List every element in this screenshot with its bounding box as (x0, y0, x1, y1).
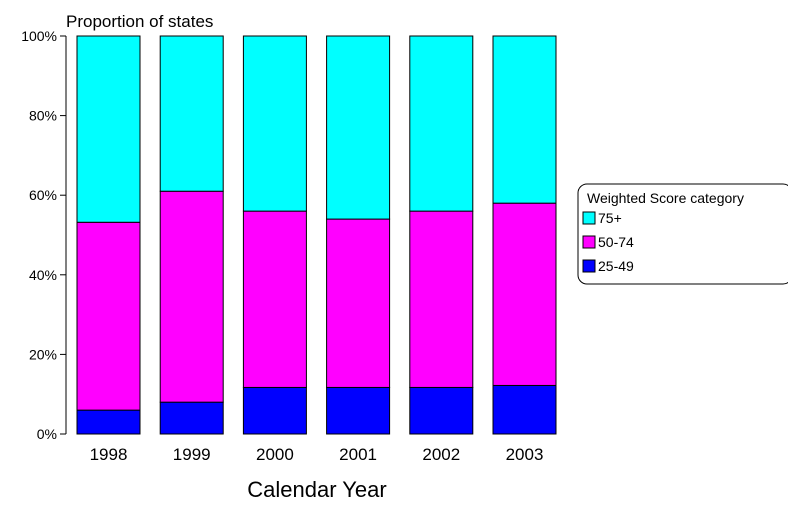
legend-swatch (582, 235, 596, 249)
x-ticks: 1998 1999 2000 2001 2002 2003 (90, 445, 544, 464)
bar-segment-50-74-2003 (492, 202, 557, 386)
bar-segment-50-74-1998 (76, 221, 141, 411)
bar-segment-50-74-2001 (326, 218, 391, 388)
x-axis-label: Calendar Year (247, 477, 386, 501)
legend-frame (577, 183, 788, 285)
bar-segment-50-74-2002 (409, 210, 474, 388)
x-tick-label: 2002 (422, 445, 460, 464)
legend-title: Weighted Score category (587, 190, 744, 206)
chart-title: Proportion of states (66, 12, 213, 31)
bar-segment-25-49-2001 (326, 386, 391, 435)
bar-segment-75+-1999 (159, 35, 224, 192)
legend-label: 25-49 (598, 258, 634, 274)
y-tick-label: 80% (29, 108, 57, 124)
y-tick-label: 60% (29, 187, 57, 203)
bar-segment-25-49-2000 (242, 386, 307, 435)
bar-segment-25-49-2002 (409, 386, 474, 435)
y-ticks: 0% 20% 40% 60% 80% 100% (21, 28, 66, 442)
legend-label: 50-74 (598, 234, 634, 250)
bar-segment-75+-2000 (242, 35, 307, 212)
bars-group (76, 35, 557, 435)
bar-segment-75+-2002 (409, 35, 474, 212)
bar-segment-75+-1998 (76, 35, 141, 223)
legend-label: 75+ (598, 210, 622, 226)
x-tick-label: 2003 (506, 445, 544, 464)
bar-segment-75+-2001 (326, 35, 391, 220)
y-tick-label: 20% (29, 346, 57, 362)
legend-items: 75+ 50-74 25-49 (582, 210, 634, 274)
y-tick-label: 0% (37, 426, 57, 442)
x-tick-label: 2001 (339, 445, 377, 464)
bar-segment-50-74-1999 (159, 190, 224, 403)
bar-segment-75+-2003 (492, 35, 557, 204)
legend-swatch (582, 211, 596, 225)
bar-segment-25-49-1998 (76, 409, 141, 435)
x-tick-label: 1999 (173, 445, 211, 464)
y-tick-label: 100% (21, 28, 57, 44)
x-tick-label: 2000 (256, 445, 294, 464)
x-tick-label: 1998 (90, 445, 128, 464)
bar-segment-50-74-2000 (242, 210, 307, 388)
legend: Weighted Score category 75+ 50-74 25-49 (577, 183, 788, 285)
legend-swatch (582, 259, 596, 273)
bar-segment-25-49-2003 (492, 384, 557, 435)
y-tick-label: 40% (29, 267, 57, 283)
bar-segment-25-49-1999 (159, 401, 224, 435)
